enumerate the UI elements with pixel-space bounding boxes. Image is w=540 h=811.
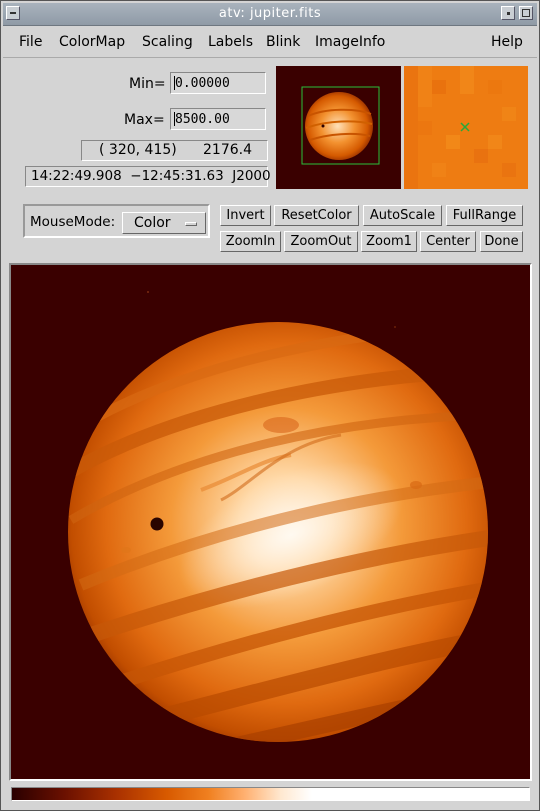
pan-planet bbox=[305, 92, 373, 160]
menu-imageinfo[interactable]: ImageInfo bbox=[315, 34, 386, 50]
zoomin-button[interactable]: ZoomIn bbox=[220, 231, 281, 252]
menu-colormap[interactable]: ColorMap bbox=[59, 34, 126, 50]
min-input[interactable]: 0.00000 bbox=[170, 72, 266, 94]
zoom1-button[interactable]: Zoom1 bbox=[361, 231, 417, 252]
min-label: Min= bbox=[129, 76, 166, 92]
pixel-value: 2176.4 bbox=[203, 142, 252, 158]
menu-blink[interactable]: Blink bbox=[266, 34, 301, 50]
fullrange-button[interactable]: FullRange bbox=[446, 205, 523, 226]
text-caret bbox=[174, 76, 175, 90]
cursor-marker-icon bbox=[460, 122, 470, 132]
menu-file[interactable]: File bbox=[19, 34, 43, 50]
mousemode-panel: MouseMode: Color bbox=[23, 204, 210, 238]
title-bar[interactable]: atv: jupiter.fits bbox=[3, 3, 537, 26]
mousemode-label: MouseMode: bbox=[30, 214, 116, 230]
max-label: Max= bbox=[124, 112, 165, 128]
pan-window[interactable] bbox=[276, 66, 401, 189]
main-image[interactable] bbox=[11, 265, 530, 779]
pan-view-box[interactable] bbox=[301, 86, 380, 165]
draw-window-frame bbox=[9, 263, 532, 781]
min-value: 0.00000 bbox=[175, 76, 230, 91]
max-value: 8500.00 bbox=[175, 112, 230, 127]
invert-button[interactable]: Invert bbox=[220, 205, 271, 226]
menu-help[interactable]: Help bbox=[491, 34, 523, 50]
window-title: atv: jupiter.fits bbox=[218, 6, 322, 21]
tracking-image bbox=[404, 66, 528, 189]
maximize-icon[interactable] bbox=[519, 6, 533, 20]
autoscale-button[interactable]: AutoScale bbox=[363, 205, 442, 226]
zoomout-button[interactable]: ZoomOut bbox=[284, 231, 358, 252]
text-caret bbox=[174, 112, 175, 126]
pixel-position: ( 320, 415) bbox=[99, 142, 177, 158]
pixel-readout: ( 320, 415) 2176.4 bbox=[81, 140, 268, 161]
pan-image bbox=[301, 86, 380, 165]
mousemode-value: Color bbox=[134, 215, 171, 231]
coordinate-readout: 14:22:49.908 −12:45:31.63 J2000 bbox=[25, 166, 271, 187]
menu-bar: File ColorMap Scaling Labels Blink Image… bbox=[3, 27, 537, 58]
max-input[interactable]: 8500.00 bbox=[170, 108, 266, 130]
tracking-window bbox=[404, 66, 528, 189]
window-menu-icon[interactable] bbox=[6, 6, 20, 20]
done-button[interactable]: Done bbox=[480, 231, 523, 252]
mousemode-select[interactable]: Color bbox=[122, 212, 206, 234]
menu-labels[interactable]: Labels bbox=[208, 34, 254, 50]
menu-scaling[interactable]: Scaling bbox=[142, 34, 193, 50]
color-bar[interactable] bbox=[11, 787, 530, 801]
resetcolor-button[interactable]: ResetColor bbox=[274, 205, 359, 226]
center-button[interactable]: Center bbox=[420, 231, 476, 252]
option-menu-indicator-icon bbox=[185, 222, 197, 226]
moon-shadow bbox=[150, 517, 164, 531]
minimize-icon[interactable] bbox=[501, 6, 515, 20]
